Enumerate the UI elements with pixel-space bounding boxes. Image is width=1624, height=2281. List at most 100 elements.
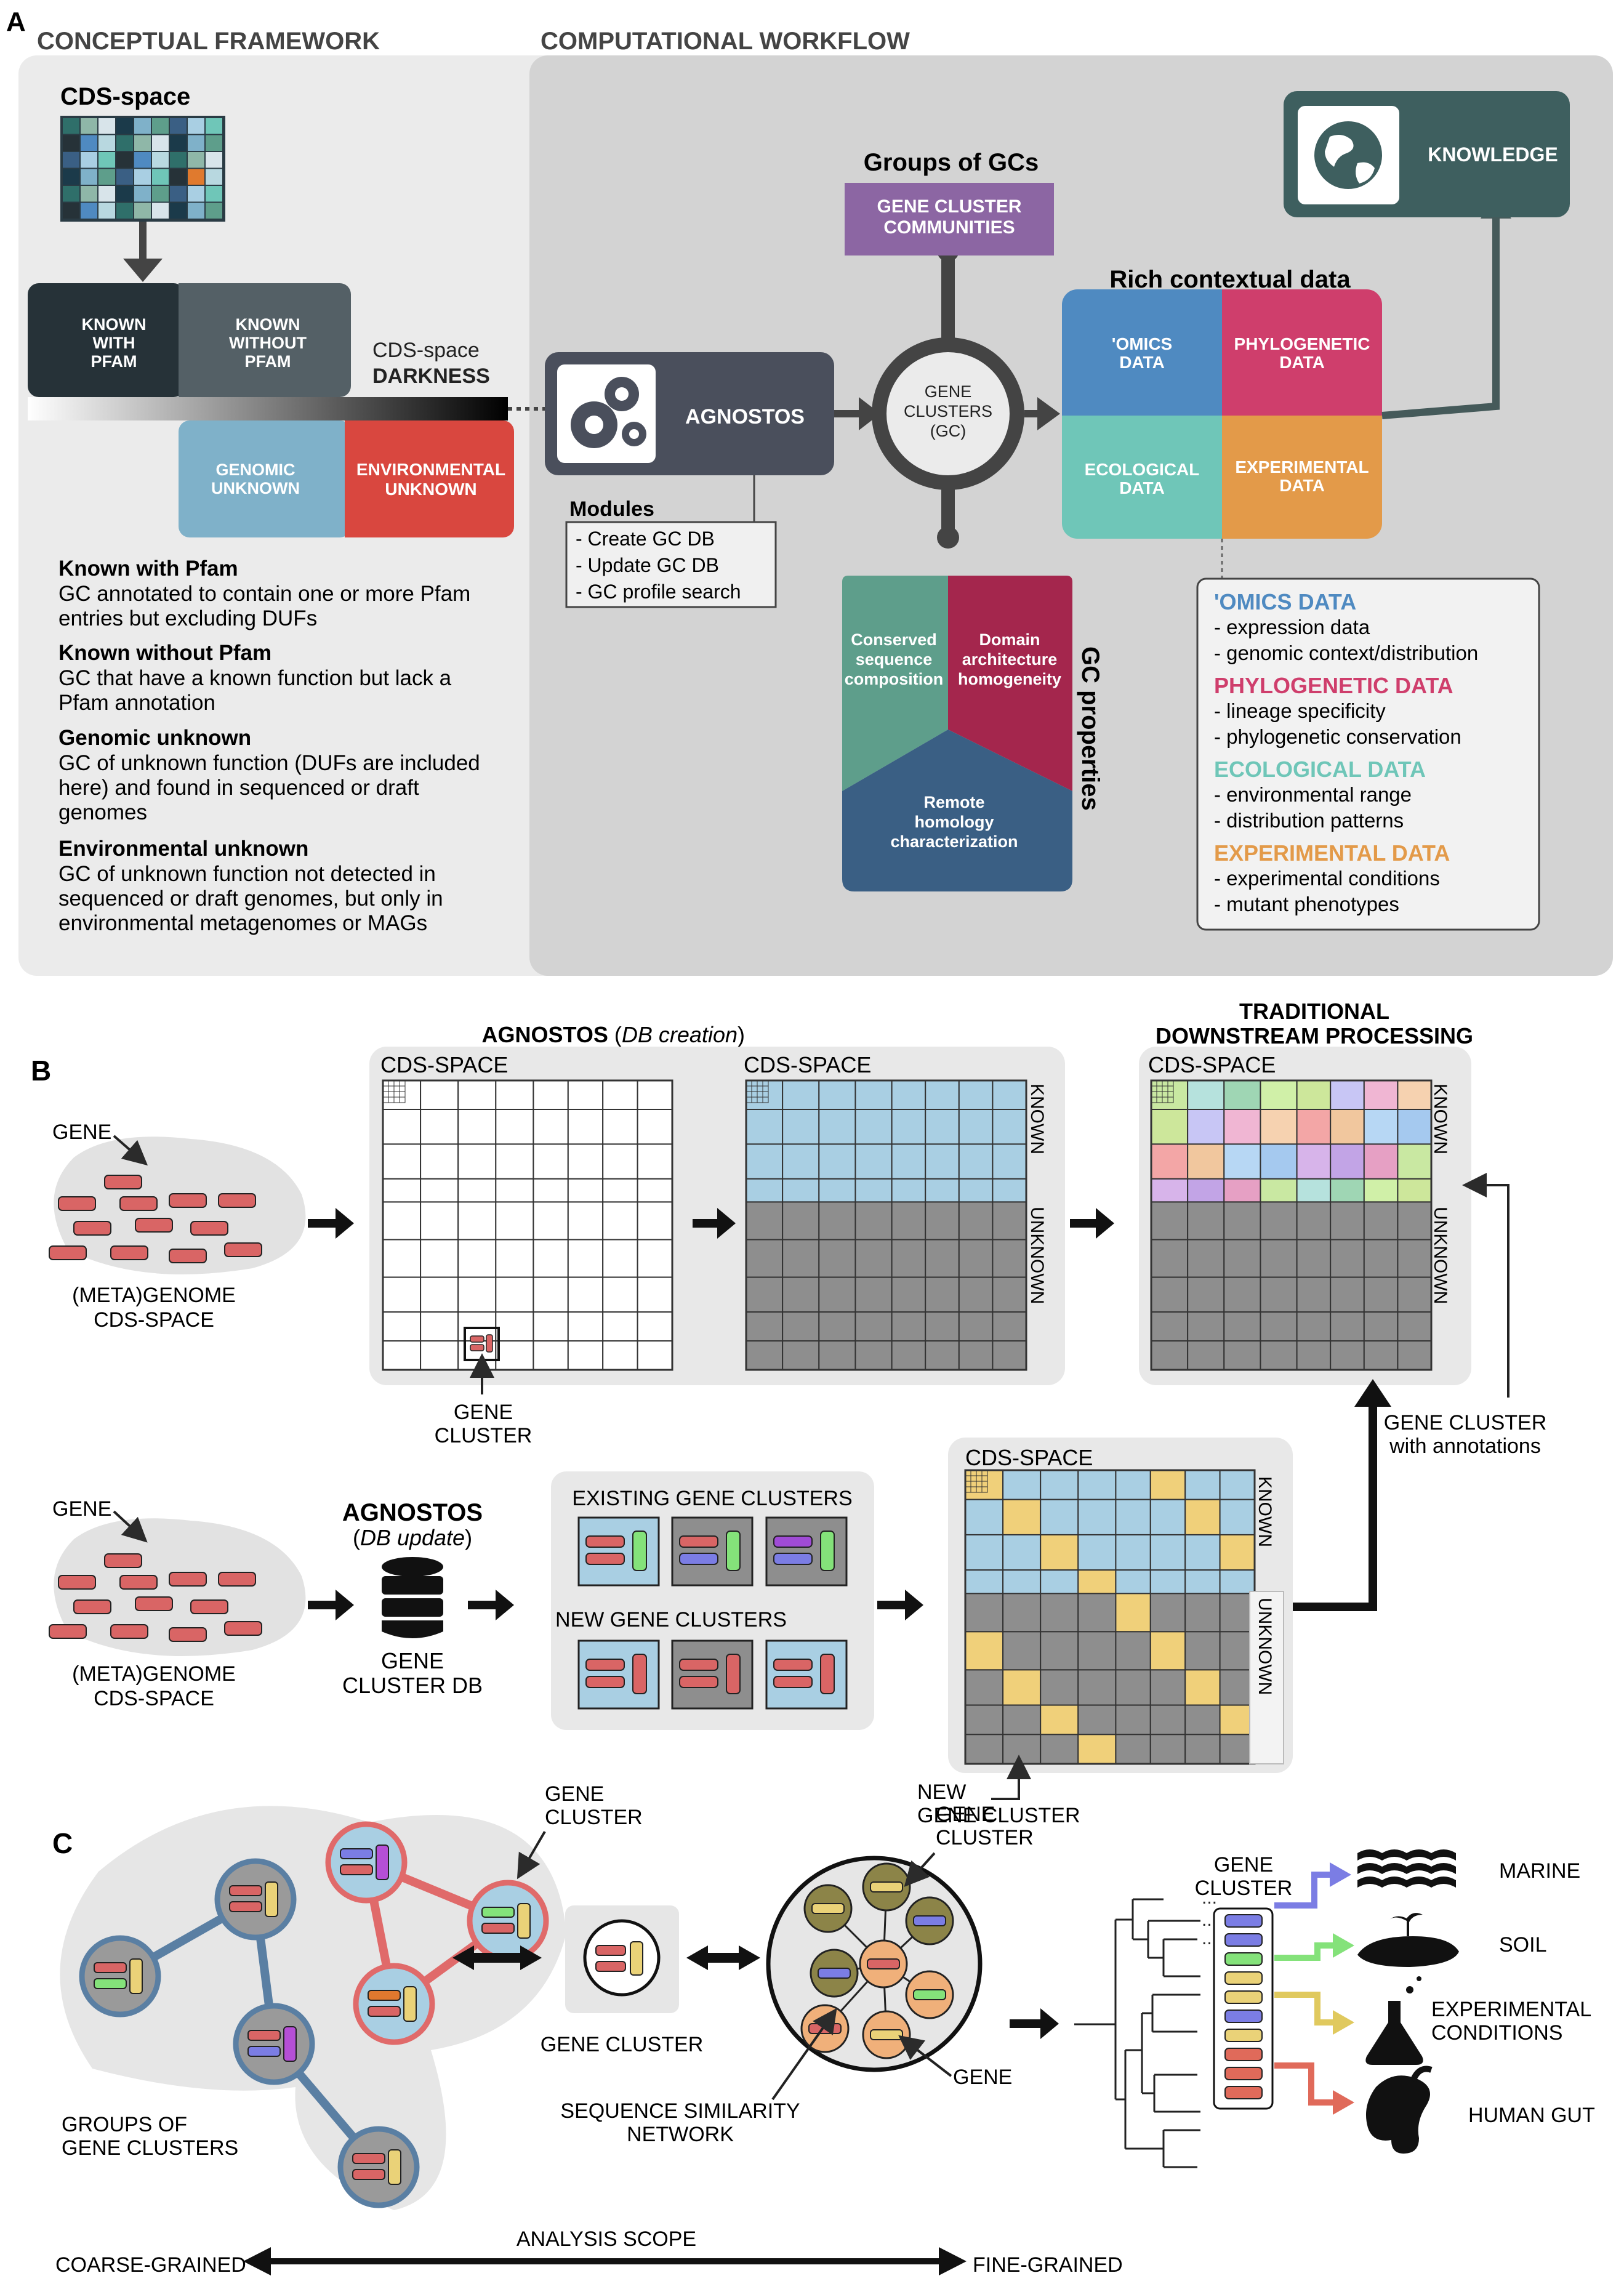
treemap-cell (602, 1178, 638, 1203)
treemap-cell (992, 1239, 1027, 1278)
exp-box (1222, 416, 1382, 539)
gene-icon (265, 1881, 278, 1917)
treemap-cell (637, 1143, 673, 1180)
treemap-cell (1077, 1534, 1117, 1571)
gene-icon (119, 1196, 158, 1211)
mosaic-cell (170, 152, 187, 168)
omics-box (1062, 289, 1222, 416)
arrow-down-icon (123, 259, 163, 282)
treemap-cell (1296, 1340, 1332, 1370)
treemap-cell (1223, 1143, 1261, 1180)
treemap-cell (1149, 1734, 1186, 1765)
treemap-border (382, 1079, 673, 1371)
treemap-cell (1223, 1276, 1261, 1313)
gene-icon (73, 1599, 111, 1614)
treemap-cell (1002, 1569, 1042, 1595)
treemap-cell (495, 1311, 534, 1342)
known-label: KNOWN (1027, 1084, 1047, 1154)
arrow-to-knowledge (1381, 215, 1500, 419)
phylo-box (1222, 289, 1382, 416)
treemap-cell (1330, 1143, 1365, 1180)
gene-cluster-node (353, 1963, 435, 2045)
gene-label: GENE (52, 1120, 111, 1144)
treemap-known-unknown (745, 1079, 1027, 1371)
treemap-cell (965, 1704, 1004, 1736)
treemap-cell (457, 1143, 497, 1180)
gene-icon (820, 1531, 835, 1571)
mosaic-cell (134, 169, 151, 185)
gene-icon (773, 1676, 813, 1688)
treemap-cell (1260, 1239, 1298, 1278)
treemap-cell (1151, 1201, 1189, 1241)
treemap-cell (1397, 1276, 1432, 1313)
environmental-unknown-label: ENVIRONMENTAL UNKNOWN (356, 460, 505, 499)
treemap-cell (1167, 1096, 1174, 1103)
treemap-cell (1330, 1080, 1365, 1110)
treemap-cell (1187, 1239, 1225, 1278)
treemap-cell (637, 1178, 673, 1203)
svg-text:GC that have a known function: GC that have a known function but lack a (58, 666, 452, 690)
treemap-cell (1040, 1593, 1079, 1633)
treemap-cell (1397, 1143, 1432, 1180)
treemap-cell (1187, 1109, 1225, 1145)
treemap-cell (1115, 1734, 1151, 1765)
treemap-cell (1397, 1340, 1432, 1370)
gene-cluster-node (325, 1821, 408, 1904)
groups-of-gcs-title: Groups of GCs (864, 149, 1039, 176)
treemap-cell (891, 1239, 927, 1278)
svg-text:Pfam annotation: Pfam annotation (58, 691, 215, 715)
treemap-cell (1296, 1143, 1332, 1180)
existing-gcs-label: EXISTING GENE CLUSTERS (572, 1487, 852, 1510)
gut-icon (1365, 2066, 1433, 2154)
treemap-cell (602, 1109, 638, 1145)
svg-text:GC annotated to contain one or: GC annotated to contain one or more Pfam (58, 582, 470, 606)
gene-icon (1224, 1990, 1263, 2004)
domain-architecture-segment (948, 576, 1072, 791)
svg-text:- mutant phenotypes: - mutant phenotypes (1214, 893, 1399, 915)
known-with-pfam-box (28, 283, 185, 397)
treemap-cell (992, 1143, 1027, 1180)
treemap-cell (981, 1486, 988, 1493)
gene-icon (49, 1624, 87, 1639)
treemap-cell (782, 1080, 820, 1110)
gene-icon (867, 1958, 900, 1969)
mosaic-cell (98, 118, 115, 134)
treemap-cell (1115, 1569, 1151, 1595)
arrow-right-icon (1037, 397, 1060, 430)
treemap-cell (1363, 1201, 1399, 1241)
treemap-cell (1330, 1201, 1365, 1241)
treemap-cell (533, 1276, 569, 1313)
treemap-cell (746, 1080, 784, 1110)
treemap-cell (992, 1080, 1027, 1110)
gene-icon (104, 1553, 142, 1568)
treemap-cell (457, 1178, 497, 1203)
ssn-label: SEQUENCE SIMILARITY NETWORK (560, 2099, 800, 2146)
gene-icon (820, 1654, 835, 1694)
svg-text:- experimental conditions: - experimental conditions (1214, 867, 1440, 890)
treemap-cell (1151, 1239, 1189, 1278)
treemap-cell (782, 1109, 820, 1145)
treemap-cell (567, 1276, 604, 1313)
mosaic-cell (152, 118, 169, 134)
treemap-cell (533, 1340, 569, 1370)
svg-text:- distribution patterns: - distribution patterns (1214, 809, 1404, 832)
gene-icon (376, 1845, 389, 1880)
treemap-cell (1040, 1499, 1079, 1535)
treemap-cell (1296, 1201, 1332, 1241)
treemap-cell (1149, 1669, 1186, 1706)
mosaic-cell (188, 135, 204, 151)
treemap-cell (637, 1201, 673, 1241)
agnostos-update-title: AGNOSTOS (342, 1499, 483, 1526)
gene-icon (169, 1193, 207, 1208)
gene-icon (632, 1531, 647, 1571)
treemap-cell (818, 1340, 856, 1370)
mosaic-cell (116, 169, 133, 185)
genomic-unknown-label: GENOMIC UNKNOWN (211, 461, 300, 497)
mosaic-cell (152, 152, 169, 168)
treemap-cell (1219, 1534, 1255, 1571)
treemap-cell (382, 1201, 422, 1241)
gene-icon (679, 1553, 718, 1565)
treemap-cell (567, 1311, 604, 1342)
gene-icon (811, 1903, 845, 1914)
